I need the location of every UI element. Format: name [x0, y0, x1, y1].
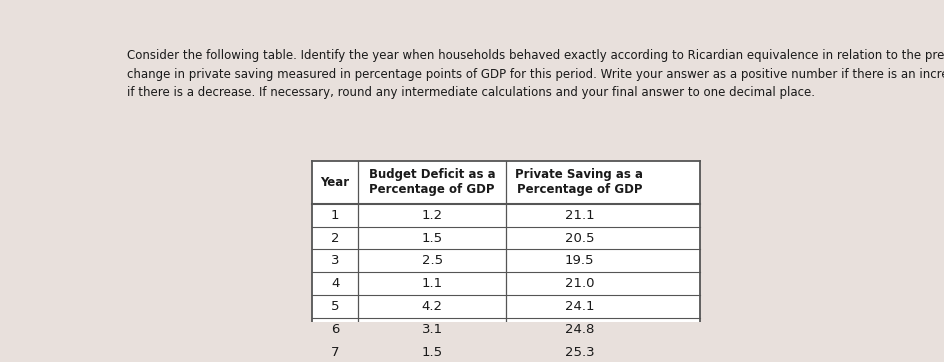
- Text: 3.1: 3.1: [422, 323, 443, 336]
- Text: Year: Year: [321, 176, 349, 189]
- Text: 4: 4: [331, 277, 339, 290]
- Text: 5: 5: [331, 300, 340, 313]
- Text: Budget Deficit as a
Percentage of GDP: Budget Deficit as a Percentage of GDP: [369, 168, 496, 196]
- Text: Private Saving as a
Percentage of GDP: Private Saving as a Percentage of GDP: [515, 168, 644, 196]
- Text: 1.2: 1.2: [422, 209, 443, 222]
- Text: 21.1: 21.1: [565, 209, 594, 222]
- Text: 24.8: 24.8: [565, 323, 594, 336]
- Text: 6: 6: [331, 323, 339, 336]
- Text: 1.5: 1.5: [422, 232, 443, 244]
- Text: 20.5: 20.5: [565, 232, 594, 244]
- Text: 4.2: 4.2: [422, 300, 443, 313]
- Bar: [312, 160, 700, 362]
- Text: 7: 7: [331, 346, 340, 359]
- Text: 2: 2: [331, 232, 340, 244]
- Text: 2.5: 2.5: [422, 254, 443, 268]
- Text: 25.3: 25.3: [565, 346, 594, 359]
- Text: 19.5: 19.5: [565, 254, 594, 268]
- Text: Consider the following table. Identify the year when households behaved exactly : Consider the following table. Identify t…: [126, 49, 944, 99]
- Text: 3: 3: [331, 254, 340, 268]
- Text: 1.5: 1.5: [422, 346, 443, 359]
- Text: 1: 1: [331, 209, 340, 222]
- Text: 24.1: 24.1: [565, 300, 594, 313]
- Text: 21.0: 21.0: [565, 277, 594, 290]
- Text: 1.1: 1.1: [422, 277, 443, 290]
